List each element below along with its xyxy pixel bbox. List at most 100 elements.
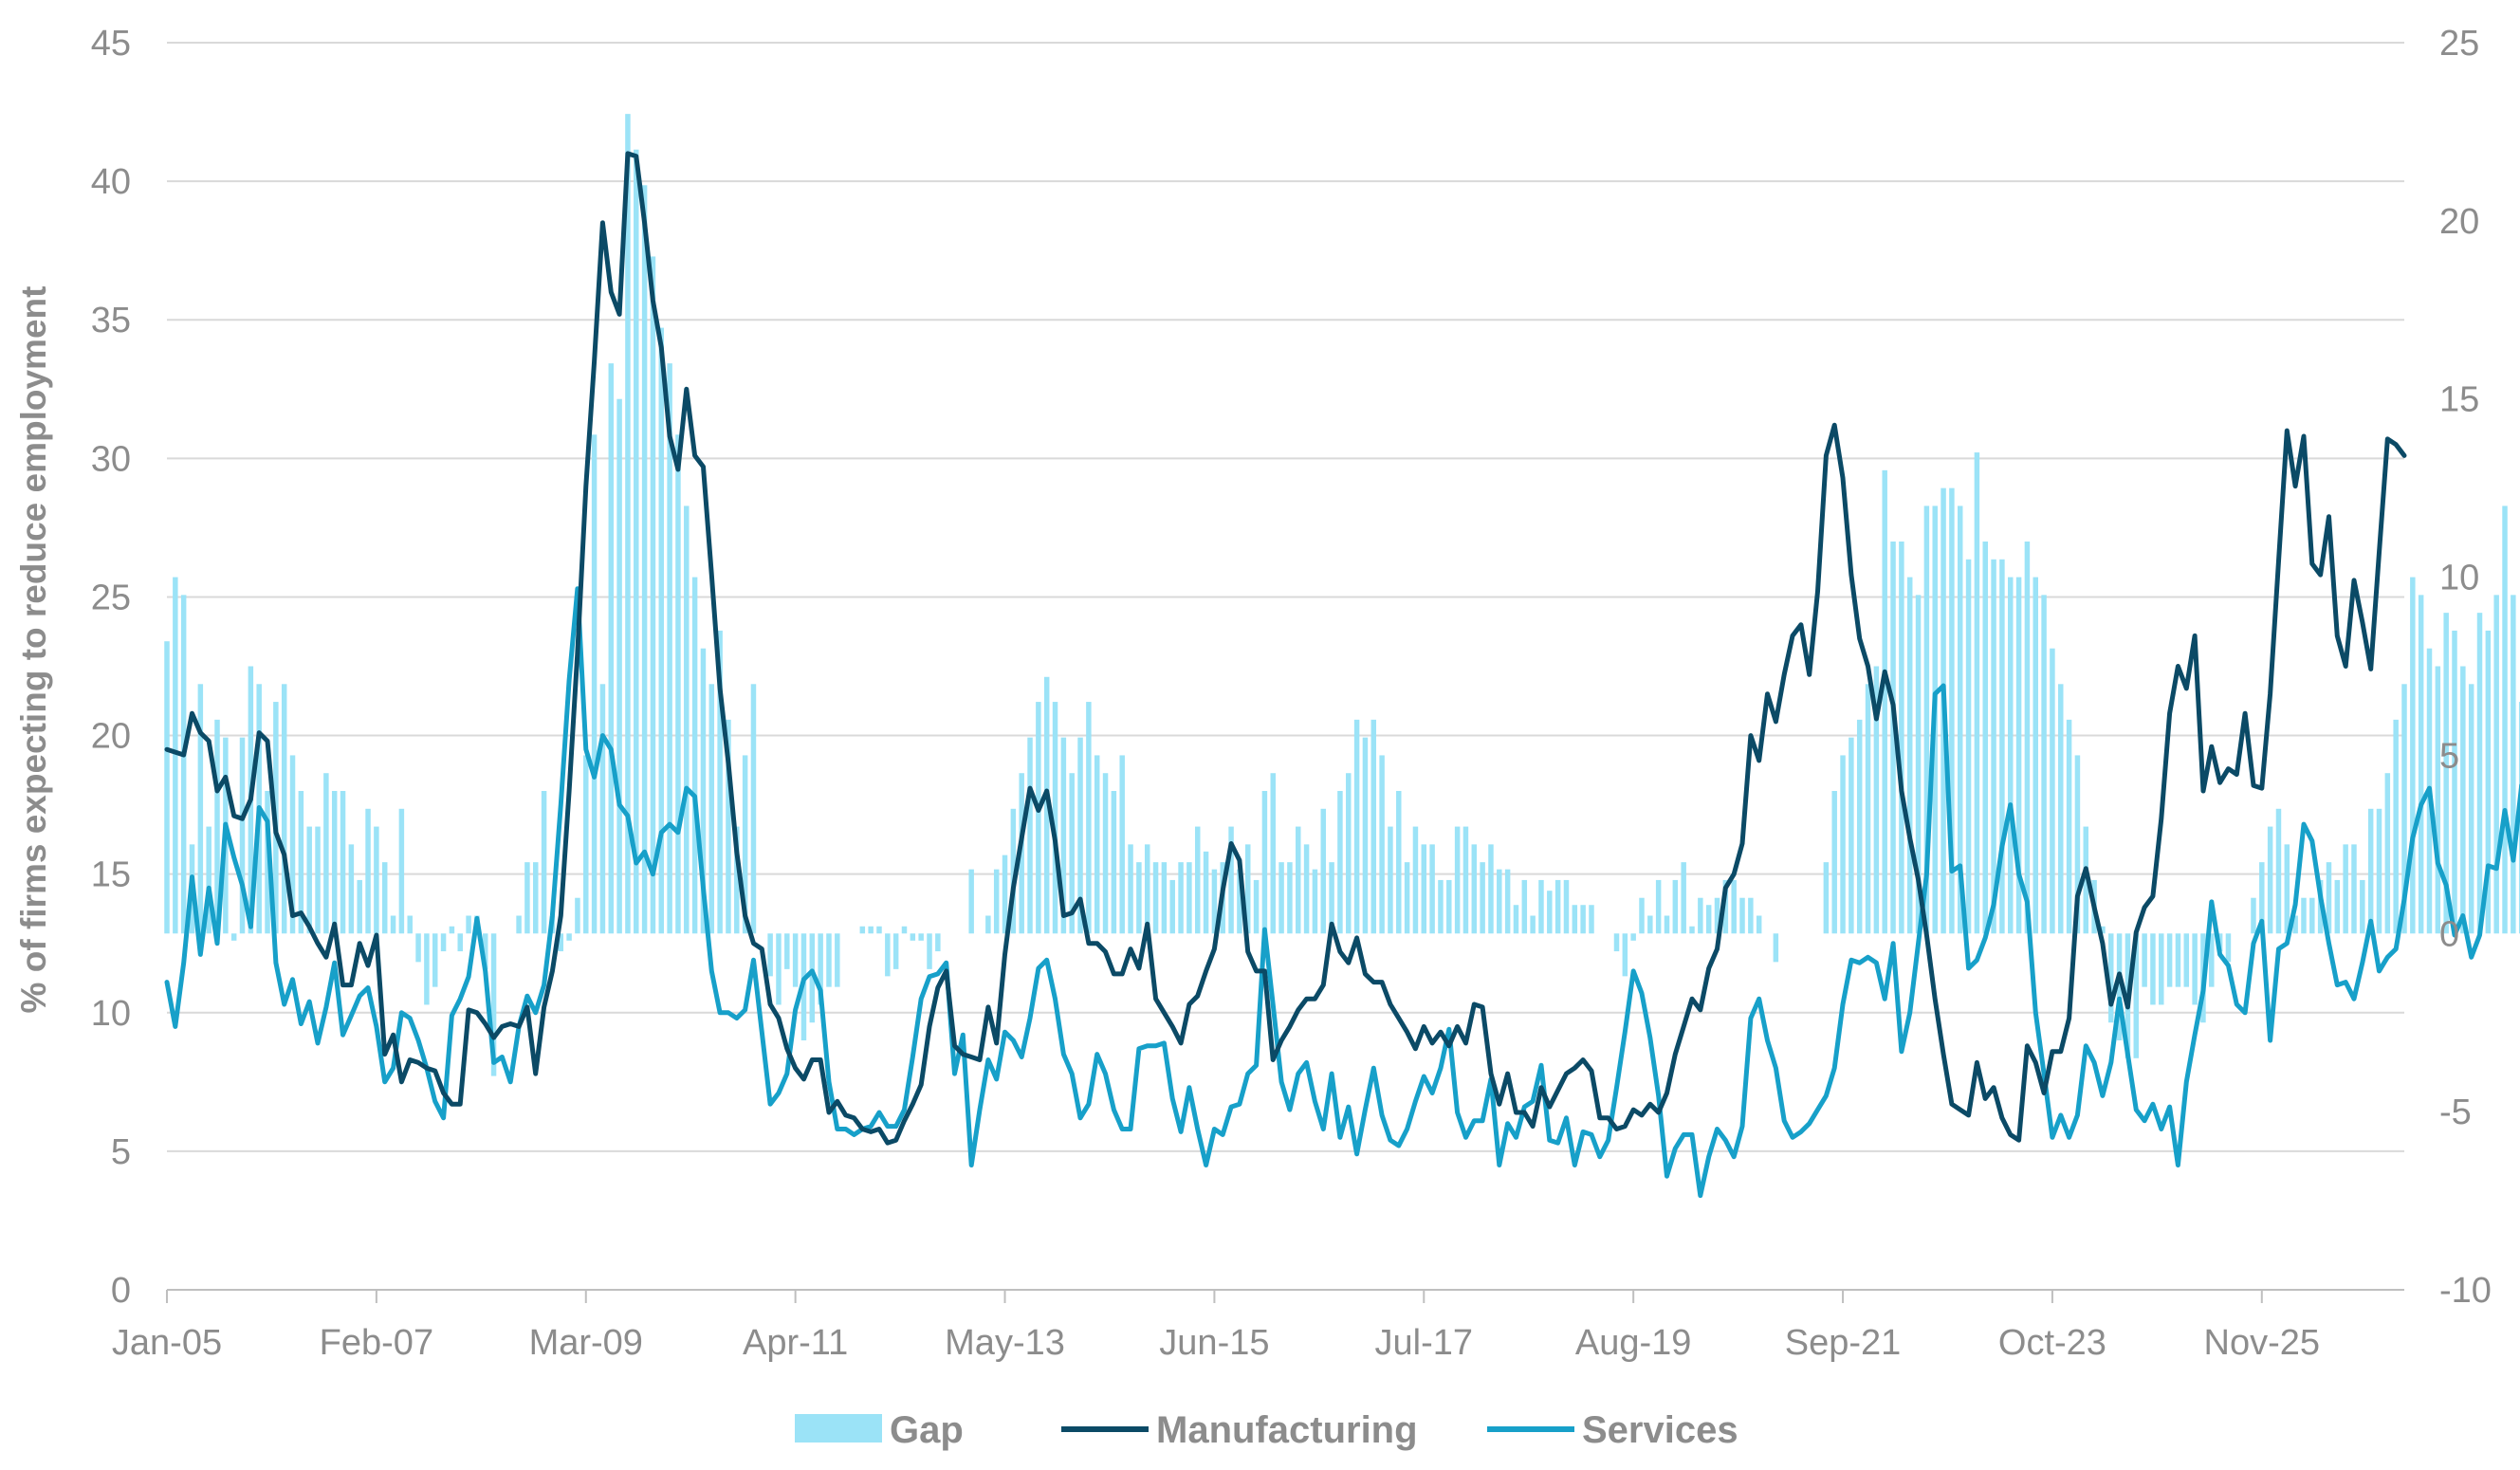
legend-item-manufacturing-label: Manufacturing <box>1156 1409 1418 1451</box>
x-tick-label: Jul-17 <box>1375 1323 1474 1363</box>
gap-bar <box>583 755 589 934</box>
gap-bar <box>1521 879 1528 934</box>
gap-bar <box>1480 862 1485 934</box>
gap-bar <box>457 933 463 952</box>
gap-bar <box>1840 755 1846 934</box>
gap-bar <box>2376 808 2382 934</box>
gap-bar <box>2292 915 2298 934</box>
gap-bar <box>1471 844 1478 934</box>
gap-bar <box>2326 862 2332 934</box>
gap-bar <box>667 363 672 934</box>
y-tick-label: 15 <box>91 855 131 895</box>
gap-bar <box>1739 897 1745 934</box>
gap-bar <box>2050 648 2055 934</box>
gap-bar <box>323 773 329 934</box>
gap-bar <box>407 915 413 934</box>
series-lines <box>164 151 2520 1199</box>
gap-bar <box>1965 559 1972 934</box>
gap-bar <box>1639 897 1645 934</box>
gap-bar <box>1002 854 1008 934</box>
gap-bar <box>927 933 932 969</box>
gap-bar <box>298 791 304 934</box>
gap-bar <box>2309 897 2315 934</box>
y-tick-label: 5 <box>111 1132 131 1172</box>
gap-bar <box>2225 933 2232 963</box>
gap-bar <box>214 719 220 934</box>
y-tick-label: 25 <box>91 578 131 617</box>
gap-bar <box>675 434 681 934</box>
gap-bar <box>1296 826 1301 934</box>
gap-bar <box>599 684 606 934</box>
gap-bar <box>1237 869 1242 934</box>
x-tick-label: Aug-19 <box>1575 1323 1692 1363</box>
gap-bar <box>1353 719 1360 934</box>
gap-bar <box>1388 826 1393 934</box>
y2-tick-label: -5 <box>2439 1093 2472 1132</box>
gap-bar <box>2251 897 2256 934</box>
gap-bar <box>1312 869 1318 934</box>
gap-bar <box>575 897 580 934</box>
y-tick-label: 45 <box>91 24 131 64</box>
gap-bar <box>315 826 321 934</box>
gap-bar <box>1111 791 1117 934</box>
gap-bar <box>935 933 941 952</box>
gap-bar <box>708 684 715 934</box>
gap-bar <box>2159 933 2164 1005</box>
gap-bar <box>1865 684 1871 934</box>
gap-bar <box>1572 905 1578 934</box>
gap-bar <box>641 185 648 934</box>
gap-bar <box>1245 844 1251 934</box>
gap-bar <box>2360 879 2365 934</box>
gap-bar <box>1856 719 1863 934</box>
gap-bar <box>1915 595 1922 934</box>
gap-bar <box>1136 862 1142 934</box>
gap-bar <box>1999 559 2005 934</box>
gap-bar <box>1228 826 1234 934</box>
gap-bar <box>415 933 421 963</box>
gap-bar <box>390 915 396 934</box>
gap-bar <box>1211 869 1218 934</box>
gap-bar <box>734 826 740 934</box>
gap-bar <box>1019 773 1024 934</box>
gap-bar <box>289 755 296 934</box>
gap-bar <box>1278 862 1284 934</box>
y2-tick-label: -10 <box>2439 1271 2492 1311</box>
gap-bar <box>348 844 355 934</box>
gap-bar <box>533 862 539 934</box>
gap-bar <box>331 791 338 934</box>
gap-bar <box>2175 933 2181 987</box>
gap-bar <box>2192 933 2198 1005</box>
gap-bar <box>173 577 178 934</box>
gap-bar <box>2401 684 2407 934</box>
gap-bar <box>809 933 816 1023</box>
gridlines <box>167 42 2404 1152</box>
gap-bar <box>2476 613 2483 934</box>
gap-bar <box>357 879 362 934</box>
gap-bar <box>885 933 891 977</box>
gap-bar <box>1714 897 1720 934</box>
gap-bar <box>516 915 522 934</box>
gap-bar <box>1027 737 1033 934</box>
legend-item-gap-label: Gap <box>890 1409 964 1451</box>
gap-bar <box>726 719 731 934</box>
gap-bar <box>1086 702 1092 934</box>
gap-bar <box>180 595 187 934</box>
gap-bar <box>1589 905 1594 934</box>
gap-bar <box>1530 915 1536 934</box>
y-tick-label: 20 <box>91 717 131 757</box>
gap-bar <box>449 926 455 934</box>
gap-bar <box>374 826 379 934</box>
gap-bar <box>1119 755 1125 934</box>
gap-bar <box>1906 577 1913 934</box>
gap-bar <box>1991 559 1996 934</box>
x-tick-label: May-13 <box>945 1323 1065 1363</box>
gap-bar <box>490 933 497 1076</box>
gap-bar <box>1823 862 1830 934</box>
gap-bar <box>835 933 840 987</box>
gap-bar <box>1982 542 1988 934</box>
y-tick-label: 40 <box>91 162 131 202</box>
gap-bar <box>1346 773 1352 934</box>
gap-bar <box>1513 905 1519 934</box>
gap-bar <box>2058 684 2064 934</box>
